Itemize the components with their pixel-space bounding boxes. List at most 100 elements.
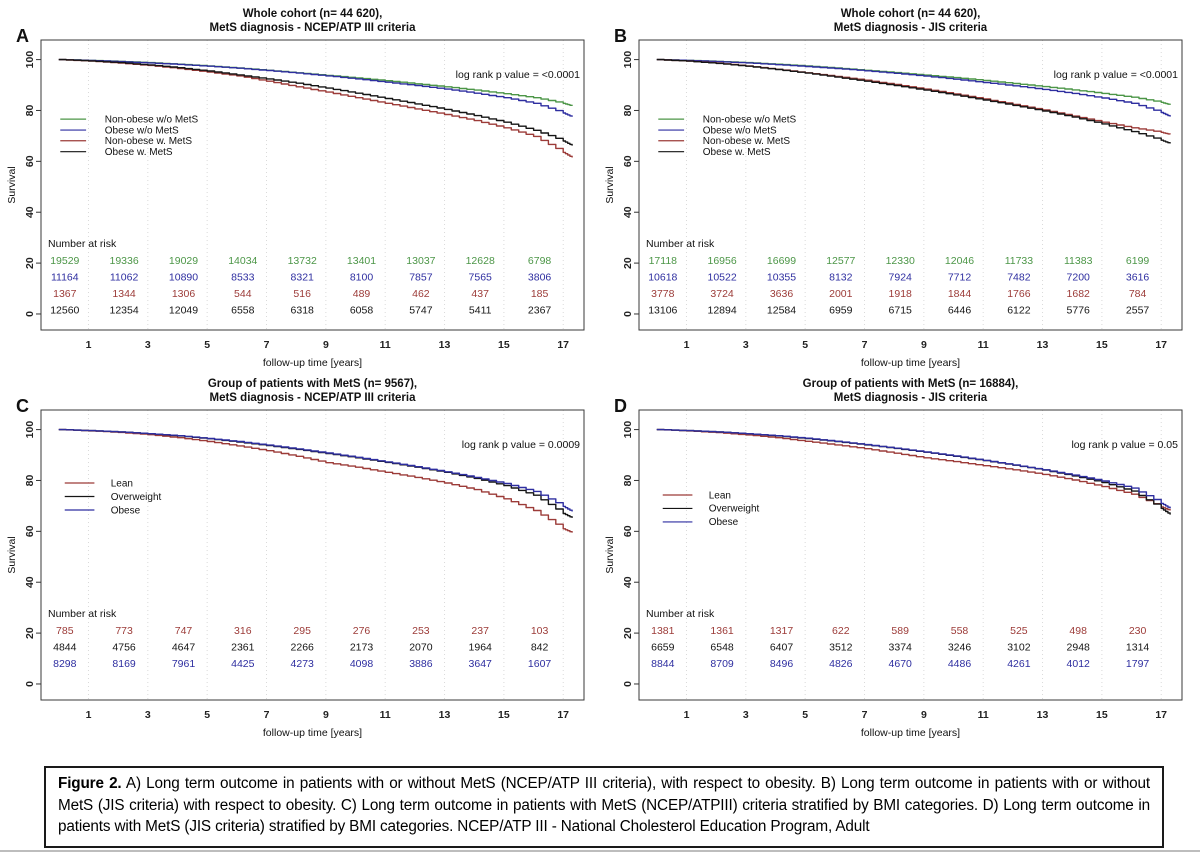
risk-value: 516 [293, 288, 311, 300]
risk-value: 1381 [651, 625, 675, 637]
risk-value: 12584 [767, 305, 796, 317]
risk-value: 1682 [1067, 288, 1091, 300]
y-tick-label: 100 [24, 421, 36, 439]
risk-value: 8132 [829, 272, 853, 284]
x-axis-label: follow-up time [years] [263, 357, 362, 369]
km-plot-a: Whole cohort (n= 44 620), MetS diagnosis … [6, 8, 585, 369]
risk-value: 622 [832, 625, 850, 637]
y-tick-label: 60 [24, 155, 36, 167]
risk-value: 4012 [1067, 658, 1091, 670]
risk-value: 10355 [767, 272, 796, 284]
risk-value: 4486 [948, 658, 972, 670]
risk-value: 3102 [1007, 642, 1031, 654]
x-tick-label: 5 [802, 709, 808, 721]
panel-title-line1: Group of patients with MetS (n= 9567), [208, 378, 417, 390]
risk-value: 589 [891, 625, 909, 637]
x-tick-label: 1 [86, 339, 92, 351]
x-tick-label: 7 [264, 709, 270, 721]
risk-value: 1367 [53, 288, 77, 300]
risk-value: 4273 [291, 658, 315, 670]
risk-value: 11383 [1064, 255, 1093, 267]
panel-title-line1: Whole cohort (n= 44 620), [841, 8, 981, 20]
risk-value: 276 [353, 625, 371, 637]
risk-value: 498 [1069, 625, 1087, 637]
risk-value: 12049 [169, 305, 198, 317]
risk-value: 2173 [350, 642, 374, 654]
panel-title-line2: MetS diagnosis - JIS criteria [834, 22, 988, 34]
risk-value: 16956 [707, 255, 736, 267]
risk-value: 103 [531, 625, 549, 637]
risk-value: 773 [115, 625, 133, 637]
x-tick-label: 15 [1096, 709, 1108, 721]
risk-value: 7482 [1007, 272, 1031, 284]
x-tick-label: 17 [1155, 709, 1167, 721]
caption-text: A) Long term outcome in patients with or… [58, 775, 1150, 836]
risk-value: 6318 [291, 305, 315, 317]
caption-label: Figure 2. [58, 775, 122, 792]
y-axis-label: Survival [604, 536, 616, 573]
panel-letter: D [614, 396, 627, 416]
survival-curve [58, 58, 573, 106]
x-tick-label: 15 [498, 709, 510, 721]
number-at-risk-label: Number at risk [646, 608, 715, 620]
legend-label: Obese w. MetS [703, 147, 771, 158]
legend-label: Overweight [111, 492, 162, 503]
legend-label: Obese w. MetS [105, 147, 173, 158]
risk-value: 237 [471, 625, 489, 637]
risk-value: 1918 [889, 288, 913, 300]
plot-border [638, 409, 1183, 701]
risk-value: 1314 [1126, 642, 1150, 654]
risk-value: 7961 [172, 658, 196, 670]
risk-value: 1361 [710, 625, 734, 637]
survival-curve [58, 428, 573, 533]
risk-value: 10618 [648, 272, 677, 284]
plot-border [638, 39, 1183, 331]
legend-label: Lean [111, 478, 133, 489]
risk-value: 13401 [347, 255, 376, 267]
panel-title-line1: Group of patients with MetS (n= 16884), [803, 378, 1019, 390]
panel-c: Group of patients with MetS (n= 9567), Me… [6, 374, 594, 746]
x-tick-label: 1 [684, 339, 690, 351]
y-tick-label: 100 [622, 421, 634, 439]
risk-value: 11733 [1005, 255, 1034, 267]
risk-value: 8496 [770, 658, 794, 670]
legend-label: Overweight [709, 504, 760, 515]
risk-value: 12046 [945, 255, 974, 267]
survival-curve [58, 428, 573, 512]
y-tick-label: 0 [622, 681, 634, 687]
x-tick-label: 9 [921, 709, 927, 721]
y-tick-label: 20 [622, 257, 634, 269]
x-tick-label: 17 [1155, 339, 1167, 351]
y-tick-label: 0 [24, 311, 36, 317]
x-tick-label: 7 [862, 709, 868, 721]
y-tick-label: 40 [24, 206, 36, 218]
number-at-risk-label: Number at risk [646, 238, 715, 250]
risk-value: 295 [293, 625, 311, 637]
x-tick-label: 5 [802, 339, 808, 351]
risk-value: 1317 [770, 625, 794, 637]
panel-a: Whole cohort (n= 44 620), MetS diagnosis … [6, 4, 594, 376]
x-tick-label: 7 [862, 339, 868, 351]
legend-label: Obese [111, 505, 141, 516]
risk-value: 12330 [886, 255, 915, 267]
risk-value: 489 [353, 288, 371, 300]
y-tick-label: 0 [622, 311, 634, 317]
risk-value: 13732 [288, 255, 317, 267]
risk-value: 7712 [948, 272, 972, 284]
y-tick-label: 40 [622, 206, 634, 218]
x-tick-label: 11 [978, 339, 989, 351]
x-tick-label: 3 [145, 709, 151, 721]
risk-value: 3512 [829, 642, 853, 654]
risk-value: 3724 [710, 288, 734, 300]
risk-value: 6548 [710, 642, 734, 654]
y-axis-label: Survival [6, 536, 18, 573]
risk-value: 2266 [291, 642, 315, 654]
risk-value: 4756 [112, 642, 136, 654]
survival-curve [656, 428, 1171, 511]
risk-value: 253 [412, 625, 430, 637]
risk-value: 14034 [228, 255, 257, 267]
risk-value: 842 [531, 642, 549, 654]
risk-value: 4647 [172, 642, 196, 654]
log-rank-p-value: log rank p value = <0.0001 [456, 69, 581, 81]
risk-value: 6558 [231, 305, 255, 317]
